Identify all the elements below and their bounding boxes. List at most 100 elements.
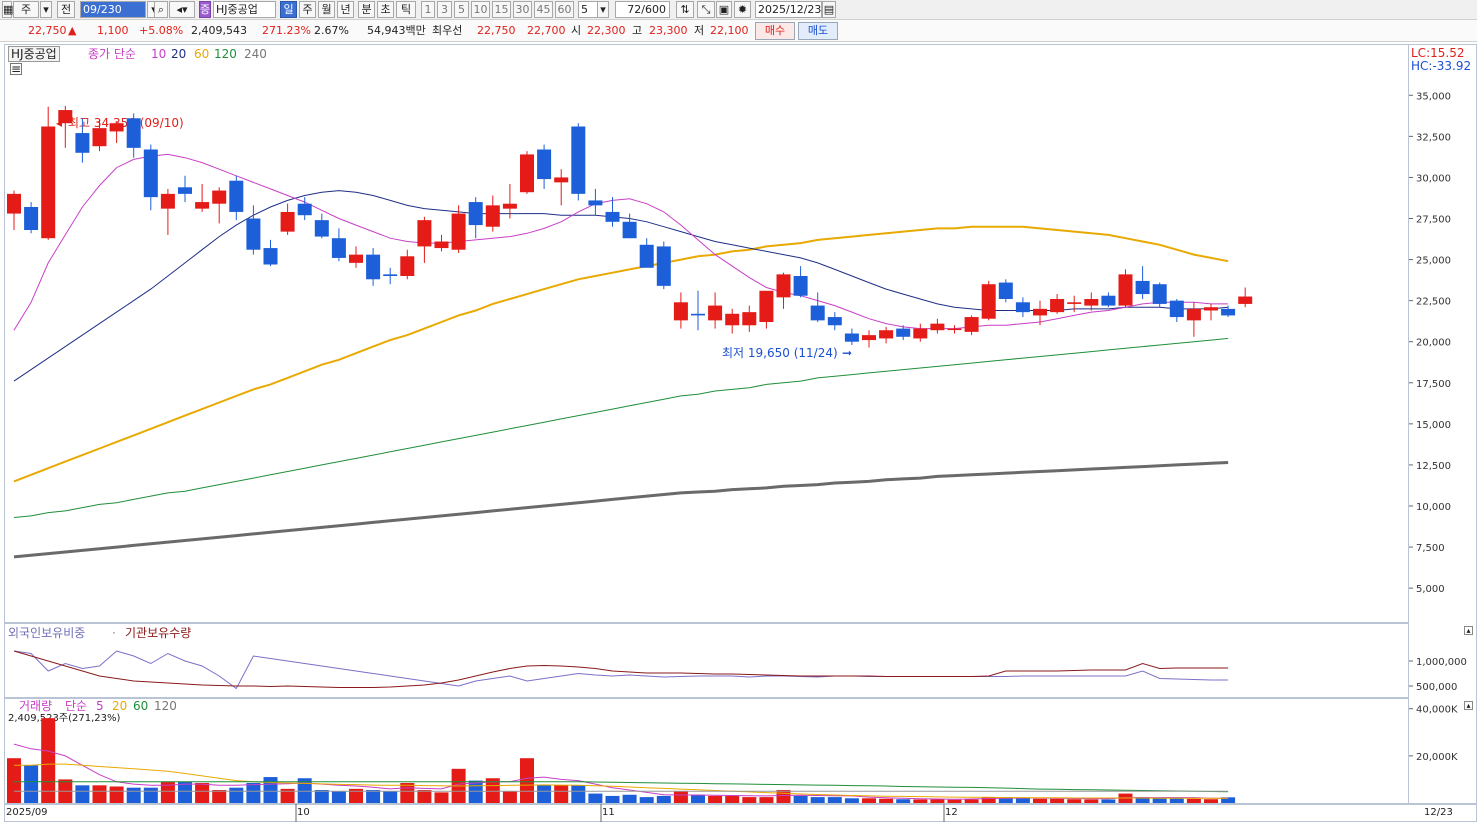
turnover-rate: 2.67% <box>314 24 349 37</box>
candle-body <box>1135 280 1150 295</box>
candle-body <box>896 328 911 337</box>
volume-bar <box>639 797 654 803</box>
volume-bar <box>691 794 705 803</box>
tab-day[interactable]: 일 <box>280 1 297 18</box>
panel-menu-icon[interactable]: ≡ <box>10 62 22 76</box>
price-tick-label: 35,000 <box>1416 91 1451 102</box>
zoom-icon[interactable]: ⤡ <box>697 1 715 18</box>
candle-body <box>246 218 261 250</box>
sell-button[interactable]: 매도 <box>798 22 838 40</box>
candle-body <box>1221 308 1236 316</box>
main-price-panel[interactable] <box>4 44 1409 623</box>
candle-body <box>622 221 637 239</box>
tab-minute[interactable]: 분 <box>358 1 375 18</box>
tab-year[interactable]: 년 <box>337 1 354 18</box>
candle-body <box>1152 284 1167 304</box>
candle-body <box>1169 300 1184 318</box>
candle-body <box>451 213 466 250</box>
volume-bar <box>862 798 876 803</box>
interval-60[interactable]: 60 <box>555 1 574 18</box>
chevron-down-icon[interactable]: ▾ <box>40 1 52 18</box>
buy-button[interactable]: 매수 <box>755 22 795 40</box>
interval-30[interactable]: 30 <box>513 1 532 18</box>
volume-bar <box>998 797 1013 803</box>
chart-area: HJ중공업 종가 단순 10 20 60 120 240 ≡ LC:15.52 … <box>4 44 1477 824</box>
period-button[interactable]: 전 <box>57 1 75 18</box>
current-volume: 2,409,523주(271,23%) <box>8 713 121 724</box>
volume-bar <box>468 780 483 803</box>
volume-bar <box>195 782 210 803</box>
interval-5-label: 5 <box>458 3 465 16</box>
volume-bar <box>1152 798 1167 803</box>
tab-week[interactable]: 주 <box>299 1 316 18</box>
save-icon[interactable]: ▣ <box>716 1 732 18</box>
stock-name-input[interactable]: HJ중공업 <box>213 1 276 18</box>
search-icon[interactable]: ⌕ <box>154 1 168 18</box>
investor-panel-collapse-icon[interactable]: ▴ <box>1464 626 1473 635</box>
candle-body <box>571 126 586 194</box>
count-input[interactable]: 72/600 <box>615 1 670 18</box>
candle-body <box>1084 299 1099 306</box>
candle-body <box>827 317 842 326</box>
candle-body <box>605 211 620 222</box>
vol-ma-5-label: 5 <box>96 699 104 713</box>
volume-bar <box>75 785 90 803</box>
date-start-input[interactable]: 09/230 <box>80 1 146 18</box>
volume-panel[interactable] <box>4 698 1409 804</box>
candle-body <box>708 305 723 321</box>
candle-body <box>810 305 825 321</box>
price-tick-label: 20,000 <box>1416 338 1451 349</box>
calendar-icon[interactable]: ▤ <box>822 1 836 18</box>
tab-second[interactable]: 초 <box>377 1 394 18</box>
candle-body <box>41 126 56 239</box>
volume-bar <box>314 790 329 803</box>
candle-body <box>673 302 688 321</box>
interval-10[interactable]: 10 <box>471 1 490 18</box>
candle-body <box>1101 295 1116 306</box>
volume-ma-line <box>14 781 1229 793</box>
volume-bar <box>759 797 774 803</box>
chart-canvas[interactable]: 5,000 7,500 10,000 12,500 15,000 17,500 20,000… <box>4 44 1477 822</box>
grid-icon[interactable]: ▦ <box>2 1 14 18</box>
vol-ma-20-label: 20 <box>112 699 128 713</box>
interval-3-label: 3 <box>441 3 448 16</box>
candle-body <box>229 180 244 212</box>
interval-1[interactable]: 1 <box>421 1 435 18</box>
candle-type-icon[interactable]: ⇅ <box>676 1 694 18</box>
volume-tick-label: 40,000K <box>1416 705 1458 716</box>
volume-bar <box>502 791 517 803</box>
date-end-input[interactable]: 2025/12/23 <box>755 1 822 18</box>
candle-body <box>468 202 483 226</box>
panel-stock-name[interactable]: HJ중공업 <box>8 46 60 62</box>
speaker-icon[interactable]: ◂▾ <box>169 1 195 18</box>
volume-bar <box>930 799 945 803</box>
volume-bar <box>7 758 21 803</box>
price-change-pct: +5.08% <box>139 24 184 37</box>
tab-month-label: 월 <box>321 3 332 16</box>
interval-45[interactable]: 45 <box>534 1 553 18</box>
market-type-select[interactable]: 주 <box>13 1 39 18</box>
volume-bar <box>434 792 449 803</box>
low-annotation: 최저 19,650 (11/24) <box>722 346 838 360</box>
gear-icon[interactable]: ✹ <box>734 1 751 18</box>
candle-body <box>417 220 432 247</box>
open-label: 시 <box>571 24 582 37</box>
tab-month[interactable]: 월 <box>318 1 335 18</box>
interval-dropdown-icon[interactable]: ▾ <box>597 1 609 18</box>
best-bid: 22,700 <box>527 24 566 37</box>
interval-3[interactable]: 3 <box>437 1 452 18</box>
tab-tick[interactable]: 틱 <box>396 1 416 18</box>
volume-panel-collapse-icon[interactable]: ▴ <box>1464 701 1473 710</box>
best-ask: 22,750 <box>477 24 516 37</box>
interval-15[interactable]: 15 <box>492 1 511 18</box>
price-change: 1,100 <box>97 24 129 37</box>
volume-bar <box>571 785 586 803</box>
candle-body <box>844 333 859 342</box>
interval-15-label: 15 <box>494 3 509 16</box>
candle-body <box>383 274 398 276</box>
candle-body <box>998 282 1013 299</box>
candle-body <box>126 118 141 148</box>
candle-body <box>947 328 962 331</box>
candle-body <box>520 154 534 193</box>
interval-5[interactable]: 5 <box>454 1 469 18</box>
